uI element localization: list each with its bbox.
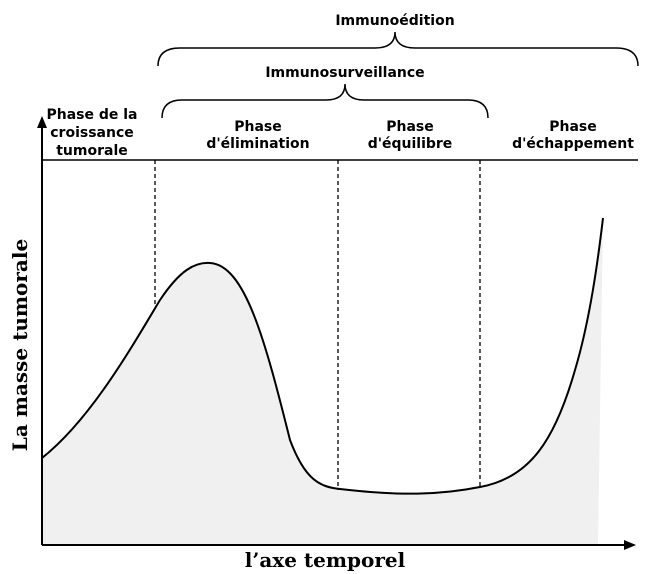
- y-axis-label: La masse tumorale: [8, 239, 32, 451]
- brace-outer: [157, 31, 639, 67]
- phase-label: Phase de la: [46, 107, 137, 123]
- phase-label: tumorale: [56, 143, 128, 159]
- phase-label: Phase: [234, 119, 282, 135]
- brace-label: Immunosurveillance: [265, 65, 424, 81]
- phase-label: d'élimination: [206, 136, 309, 152]
- phase-label: d'échappement: [512, 136, 634, 152]
- phase-label: Phase: [386, 119, 434, 135]
- brace-label: Immunoédition: [335, 13, 454, 29]
- phase-label: croissance: [50, 125, 134, 141]
- tumor-curve: [41, 217, 604, 495]
- phase-label: Phase: [549, 119, 597, 135]
- brace-inner: [161, 83, 489, 119]
- tumor-area: [42, 218, 603, 545]
- x-axis-label: l’axe temporel: [245, 548, 406, 572]
- phase-label: d'équilibre: [368, 136, 453, 152]
